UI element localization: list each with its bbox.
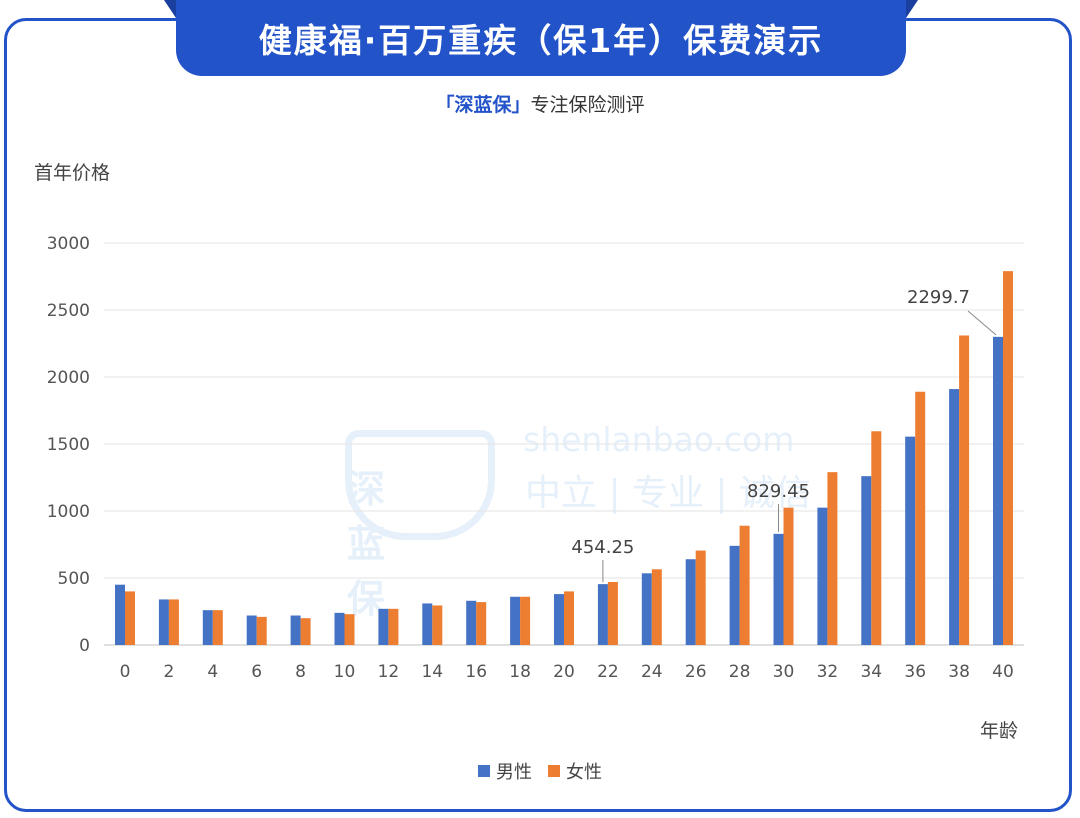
bar-male [861,476,872,645]
data-label: 829.45 [747,481,810,502]
bar-female [695,550,706,645]
bar-male [158,599,169,645]
bar-female [212,610,223,645]
bar-female [959,335,970,645]
legend-label-male: 男性 [496,762,532,783]
y-tick-label: 3000 [47,234,90,254]
bar-male [510,596,521,645]
bar-female [432,605,443,645]
x-tick-label: 2 [163,662,174,682]
bar-male [246,615,257,645]
bar-male [641,573,652,645]
bar-male [202,610,213,645]
bar-female [125,591,135,645]
bar-male [949,389,960,645]
bar-female [1003,271,1013,645]
page-title: 健康福·百万重疾（保1年）保费演示 [258,21,824,60]
x-tick-label: 40 [992,662,1014,682]
x-tick-label: 36 [904,662,926,682]
y-tick-label: 500 [58,569,90,589]
bar-female [827,472,838,645]
bar-male [817,507,828,645]
data-label: 2299.7 [907,287,970,308]
y-tick-label: 0 [79,636,90,656]
x-axis-title: 年龄 [979,720,1018,742]
x-tick-label: 34 [860,662,882,682]
legend-item-male: 男性 [478,758,532,784]
y-axis-title: 首年价格 [34,162,111,184]
bar-female [300,618,311,645]
legend-swatch-female [548,765,560,777]
x-tick-label: 20 [553,662,575,682]
bar-male [115,584,125,645]
x-tick-label: 24 [641,662,663,682]
bar-female [915,391,926,645]
subtitle-brand: 「深蓝保」 [435,94,531,116]
bar-female [871,431,882,645]
y-tick-label: 1500 [47,435,90,455]
x-tick-label: 4 [207,662,218,682]
bar-male [422,603,433,645]
subtitle: 「深蓝保」专注保险测评 [0,90,1080,117]
annotation-leader [967,310,997,336]
legend-label-female: 女性 [566,762,602,783]
bar-female [476,602,487,645]
y-tick-label: 2500 [47,301,90,321]
bar-male [290,615,301,645]
x-tick-label: 30 [773,662,795,682]
x-tick-label: 12 [378,662,400,682]
bar-male [685,559,696,645]
bar-female [564,591,574,645]
legend: 男性 女性 [0,758,1080,784]
bar-male [466,600,477,645]
bar-male [729,545,740,645]
bar-male [554,594,564,645]
title-banner: 健康福·百万重疾（保1年）保费演示 [164,0,918,76]
x-tick-label: 38 [948,662,970,682]
bar-female [388,608,399,645]
bar-female [651,569,662,645]
subtitle-text: 专注保险测评 [530,94,645,116]
x-tick-label: 14 [421,662,443,682]
bar-male [773,533,784,645]
legend-swatch-male [478,765,490,777]
x-tick-label: 6 [251,662,262,682]
x-tick-label: 26 [685,662,707,682]
bar-male [993,336,1003,645]
chart-frame [4,18,1072,812]
bar-female [168,599,179,645]
bar-female [739,525,750,645]
x-tick-label: 10 [334,662,356,682]
bar-male [597,584,608,645]
bar-female [344,614,355,645]
bar-male [905,436,916,645]
data-label: 454.25 [571,537,634,558]
x-tick-label: 16 [465,662,487,682]
y-tick-label: 2000 [47,368,90,388]
x-tick-label: 8 [295,662,306,682]
y-tick-label: 1000 [47,502,90,522]
x-tick-label: 22 [597,662,619,682]
legend-item-female: 女性 [548,758,602,784]
bar-female [256,616,267,645]
x-tick-label: 28 [729,662,751,682]
bar-male [334,612,345,645]
bar-female [607,582,618,645]
bar-female [783,507,794,645]
x-tick-label: 0 [120,662,131,682]
x-tick-label: 18 [509,662,531,682]
x-tick-label: 32 [817,662,839,682]
bar-female [520,596,531,645]
bar-male [378,608,389,645]
